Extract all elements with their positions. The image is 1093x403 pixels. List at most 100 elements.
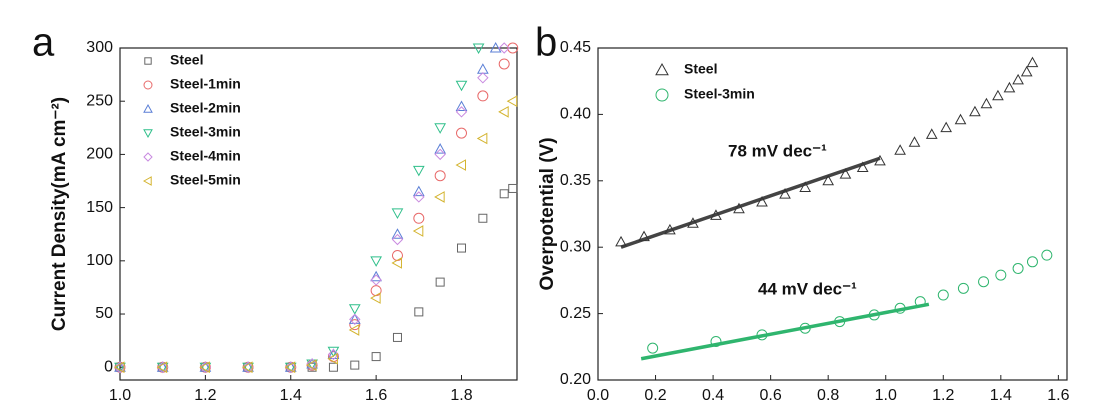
marker [969, 105, 981, 117]
marker [799, 322, 811, 334]
y-tick-label: 150 [86, 199, 113, 216]
legend-label: Steel-3min [170, 124, 241, 140]
marker [937, 289, 949, 301]
marker [392, 332, 402, 342]
marker [199, 362, 212, 374]
fit-label: 78 mV dec⁻¹ [728, 141, 827, 160]
legend-marker [143, 129, 153, 139]
marker [455, 80, 468, 92]
marker [957, 282, 969, 294]
marker [834, 316, 846, 328]
marker [995, 269, 1007, 281]
marker [370, 256, 382, 267]
marker [199, 361, 212, 373]
panel-label: b [535, 21, 557, 65]
marker [412, 225, 424, 237]
marker [455, 159, 467, 171]
marker [455, 106, 468, 118]
y-axis-title: Current Density(mA cm⁻²) [49, 97, 70, 331]
x-tick-label: 1.6 [1047, 387, 1069, 403]
y-tick-label: 0 [104, 358, 113, 375]
marker [940, 121, 953, 133]
marker [1020, 65, 1033, 77]
marker [476, 63, 489, 74]
marker [687, 217, 699, 228]
marker [615, 235, 627, 247]
x-tick-label: 0.6 [760, 387, 782, 403]
marker [327, 352, 338, 365]
x-tick-label: 0.0 [587, 387, 609, 403]
y-tick-label: 0.30 [560, 238, 591, 255]
marker [647, 342, 659, 354]
y-tick-label: 100 [86, 252, 113, 269]
marker [1026, 56, 1039, 68]
marker [856, 161, 869, 173]
marker [348, 313, 361, 324]
marker [371, 352, 381, 362]
legend-marker [144, 57, 152, 65]
legend-label: Steel-1min [170, 76, 241, 92]
marker [894, 144, 906, 155]
legend-label: Steel-2min [170, 100, 241, 116]
marker [284, 361, 296, 374]
marker [391, 208, 404, 219]
marker [756, 196, 768, 207]
marker [113, 361, 125, 374]
marker [284, 362, 297, 374]
y-tick-label: 0.20 [560, 371, 591, 388]
legend-marker [143, 103, 153, 113]
marker [370, 274, 382, 286]
y-axis-title: Overpotential (V) [537, 137, 558, 290]
y-tick-label: 300 [86, 39, 113, 56]
marker [156, 361, 169, 373]
x-tick-label: 1.0 [875, 387, 897, 403]
marker [868, 309, 880, 321]
y-tick-label: 0.25 [560, 305, 591, 322]
marker [156, 362, 169, 374]
marker [664, 223, 676, 235]
marker [242, 361, 254, 373]
x-tick-label: 0.2 [644, 387, 666, 403]
legend-label: Steel-4min [170, 148, 241, 164]
marker [799, 181, 812, 192]
x-tick-label: 1.2 [194, 387, 216, 403]
marker [370, 270, 382, 282]
marker [1012, 262, 1024, 274]
x-tick-label: 1.4 [280, 387, 302, 403]
marker [499, 189, 509, 199]
marker [908, 136, 921, 147]
marker [1012, 73, 1024, 85]
y-tick-label: 250 [86, 92, 113, 109]
marker [954, 113, 967, 125]
marker [710, 209, 722, 220]
marker [733, 202, 745, 214]
marker [455, 100, 468, 112]
marker [348, 304, 361, 315]
marker [779, 188, 791, 199]
marker [472, 43, 485, 55]
marker [435, 277, 445, 287]
marker [328, 362, 338, 372]
marker [476, 132, 488, 145]
x-tick-label: 1.0 [109, 387, 131, 403]
y-tick-label: 50 [95, 305, 113, 322]
marker [710, 335, 722, 347]
marker [477, 90, 489, 102]
marker [156, 361, 168, 374]
marker [413, 191, 425, 203]
marker [370, 292, 381, 304]
marker [506, 95, 518, 108]
marker [391, 257, 402, 269]
marker [199, 361, 210, 374]
y-tick-label: 0.35 [560, 172, 591, 189]
marker [348, 324, 360, 336]
marker [114, 362, 126, 374]
marker [412, 185, 425, 197]
marker [756, 329, 768, 341]
y-tick-label: 0.40 [560, 106, 591, 123]
marker [413, 212, 425, 224]
fit-label: 44 mV dec⁻¹ [758, 279, 857, 298]
x-tick-label: 0.8 [817, 387, 839, 403]
marker [980, 97, 993, 109]
x-tick-label: 1.8 [450, 387, 472, 403]
